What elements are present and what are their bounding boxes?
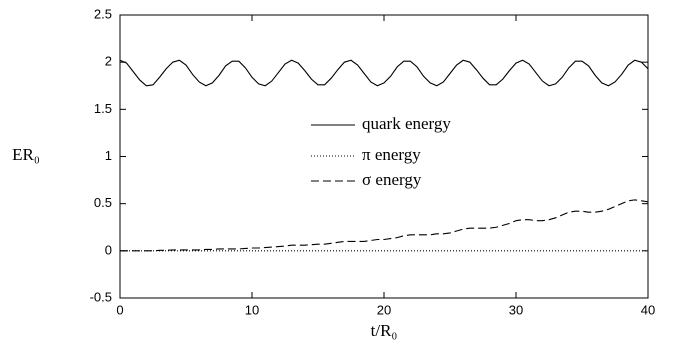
y-axis-label: ER₀ bbox=[12, 145, 40, 164]
x-tick-label: 30 bbox=[509, 302, 523, 317]
x-tick-label: 0 bbox=[116, 302, 123, 317]
y-tick-label: 0.5 bbox=[94, 195, 112, 210]
y-tick-label: 0 bbox=[105, 242, 112, 257]
x-tick-label: 20 bbox=[377, 302, 391, 317]
legend-label: σ energy bbox=[362, 170, 422, 189]
y-tick-label: 1 bbox=[105, 148, 112, 163]
y-tick-label: 2 bbox=[105, 54, 112, 69]
series-line bbox=[120, 199, 649, 252]
y-tick-label: 1.5 bbox=[94, 101, 112, 116]
legend-label: π energy bbox=[362, 145, 421, 164]
series-line bbox=[119, 59, 649, 87]
y-tick-label: -0.5 bbox=[90, 289, 112, 304]
x-axis-label: t/R₀ bbox=[371, 321, 398, 340]
y-tick-label: 2.5 bbox=[94, 6, 112, 21]
x-tick-label: 40 bbox=[641, 302, 655, 317]
legend-label: quark energy bbox=[362, 114, 451, 133]
x-tick-label: 10 bbox=[245, 302, 259, 317]
